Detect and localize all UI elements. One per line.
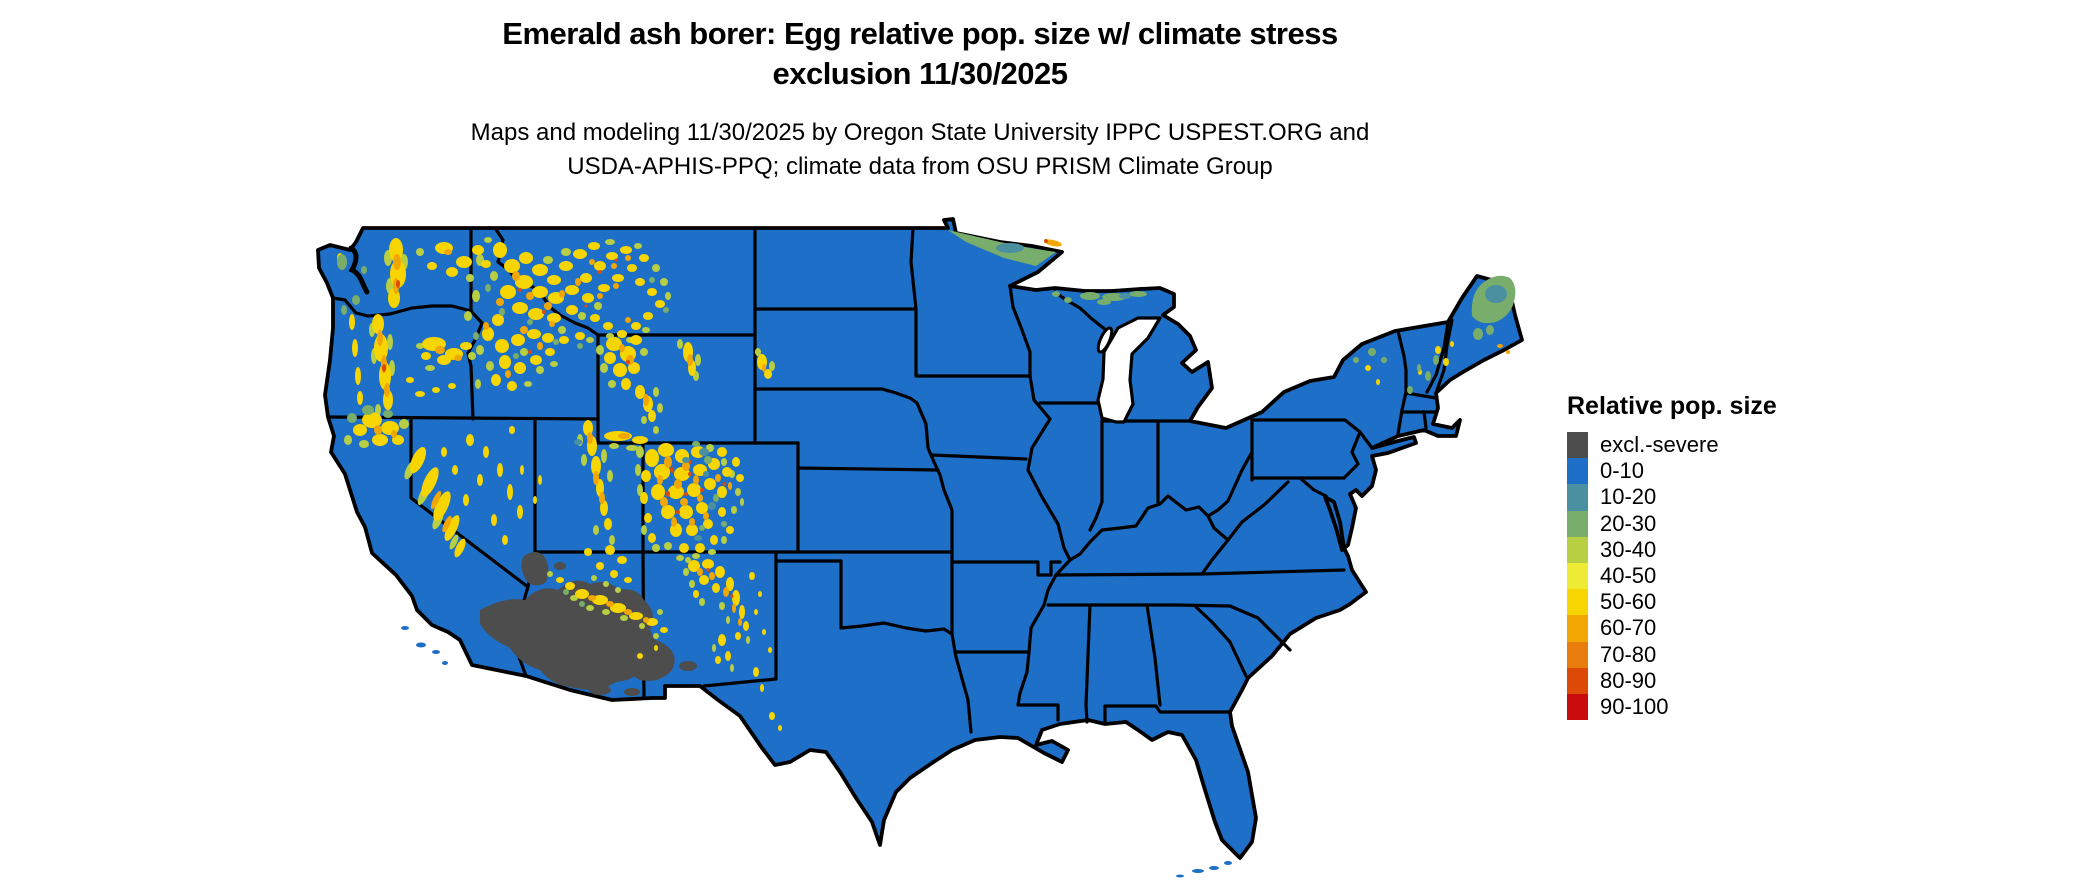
legend-row: 40-50: [1567, 562, 1777, 590]
legend-row: 50-60: [1567, 589, 1777, 616]
legend-swatch-90-100: [1567, 693, 1588, 721]
legend-row: 0-10: [1567, 458, 1777, 485]
green-bay: [1096, 326, 1114, 354]
legend-swatch-70-80: [1567, 641, 1588, 668]
lake-michigan: [1096, 316, 1162, 424]
legend-swatch-80-90: [1567, 667, 1588, 694]
page-title: Emerald ash borer: Egg relative pop. siz…: [170, 14, 1670, 94]
legend-label: 70-80: [1600, 641, 1657, 667]
puget-sound: [348, 245, 370, 295]
legend-row: 70-80: [1567, 641, 1777, 668]
legend-row: excl.-severe: [1567, 432, 1777, 459]
legend-swatch-10-20: [1567, 484, 1588, 511]
mountain-speckles-amber: [374, 239, 1510, 626]
legend-row: 20-30: [1567, 510, 1777, 537]
cool-patches-teal: [574, 243, 1507, 541]
legend-label: 0-10: [1600, 458, 1645, 484]
legend-label: 50-60: [1600, 589, 1657, 615]
legend-swatch-40-50: [1567, 562, 1588, 590]
page-subtitle: Maps and modeling 11/30/2025 by Oregon S…: [170, 116, 1670, 184]
legend-row: 10-20: [1567, 484, 1777, 511]
legend-swatch-20-30: [1567, 510, 1588, 537]
page-subtitle-line1: Maps and modeling 11/30/2025 by Oregon S…: [470, 119, 1370, 146]
us-land-outline: [316, 217, 1524, 860]
mountain-speckles-yellowgreen: [344, 237, 775, 672]
legend-label: excl.-severe: [1600, 432, 1719, 458]
legend-label: 20-30: [1600, 510, 1657, 536]
legend-swatch-30-40: [1567, 536, 1588, 563]
offshore-islands: [401, 626, 1232, 878]
legend-swatch-excl-severe: [1567, 432, 1588, 459]
legend-row: 80-90: [1567, 667, 1777, 694]
legend-label: 90-100: [1600, 693, 1669, 719]
legend-row: 90-100: [1567, 693, 1777, 721]
legend-label: 30-40: [1600, 536, 1657, 562]
legend-swatch-60-70: [1567, 615, 1588, 642]
legend-row: 30-40: [1567, 536, 1777, 563]
page-title-line1: Emerald ash borer: Egg relative pop. siz…: [502, 16, 1338, 51]
legend-label: 80-90: [1600, 667, 1657, 693]
page-subtitle-line2: USDA-APHIS-PPQ; climate data from OSU PR…: [567, 153, 1273, 180]
legend-swatch-50-60: [1567, 589, 1588, 616]
legend-label: 10-20: [1600, 484, 1657, 510]
legend-row: 60-70: [1567, 615, 1777, 642]
legend: Relative pop. size excl.-severe 0-10 10-…: [1567, 392, 1777, 721]
mountain-speckles-red: [382, 239, 1048, 598]
legend-label: 40-50: [1600, 563, 1657, 589]
legend-title: Relative pop. size: [1567, 392, 1777, 420]
legend-swatch-0-10: [1567, 458, 1588, 485]
page-title-line2: exclusion 11/30/2025: [772, 56, 1068, 91]
legend-label: 60-70: [1600, 615, 1657, 641]
